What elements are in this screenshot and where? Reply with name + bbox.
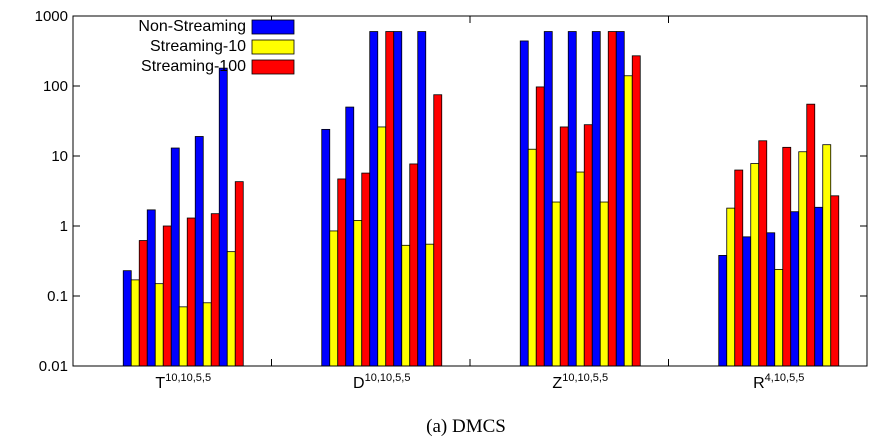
legend: Non-Streaming Streaming-10 Streaming-100 bbox=[138, 18, 295, 75]
bar-r-12 bbox=[814, 206, 824, 367]
x-category-base: R bbox=[753, 375, 765, 392]
bar-z-12 bbox=[615, 31, 625, 367]
y-tick-label: 0.1 bbox=[47, 288, 68, 305]
bar-r-8 bbox=[782, 146, 792, 367]
y-tick-label: 1000 bbox=[35, 8, 68, 25]
bar-z-11 bbox=[607, 31, 617, 367]
legend-label: Non-Streaming bbox=[138, 18, 246, 35]
bar-r-9 bbox=[790, 211, 800, 367]
bar-r-6 bbox=[766, 232, 776, 367]
x-category-label: D10,10,5,5 bbox=[353, 372, 410, 392]
bar-t-10 bbox=[202, 302, 212, 367]
bar-t-2 bbox=[138, 240, 148, 367]
legend-swatch bbox=[251, 19, 295, 35]
bar-t-13 bbox=[226, 251, 236, 367]
bar-r-4 bbox=[750, 163, 760, 367]
bar-t-1 bbox=[130, 279, 140, 367]
bar-r-2 bbox=[734, 169, 744, 367]
bar-r-1 bbox=[726, 207, 736, 367]
bar-r-10 bbox=[798, 151, 808, 367]
bar-d-2 bbox=[337, 178, 347, 367]
chart-caption: (a) DMCS bbox=[426, 416, 506, 437]
bar-z-14 bbox=[631, 55, 641, 367]
bar-r-13 bbox=[822, 144, 832, 367]
bar-r-3 bbox=[742, 236, 752, 367]
x-category-base: Z bbox=[552, 375, 562, 392]
bar-t-14 bbox=[234, 181, 244, 367]
bar-d-8 bbox=[385, 31, 395, 367]
bar-d-1 bbox=[329, 230, 339, 367]
bar-z-9 bbox=[591, 31, 601, 367]
bar-t-7 bbox=[178, 306, 188, 367]
bar-d-9 bbox=[393, 31, 403, 367]
bar-d-4 bbox=[353, 220, 363, 367]
bar-d-13 bbox=[425, 243, 435, 367]
x-category-superscript: 10,10,5,5 bbox=[365, 372, 411, 384]
x-category-superscript: 4,10,5,5 bbox=[765, 372, 805, 384]
x-category-label: Z10,10,5,5 bbox=[552, 372, 608, 392]
y-tick-label: 0.01 bbox=[39, 358, 68, 375]
bar-t-4 bbox=[154, 283, 164, 367]
bar-t-8 bbox=[186, 217, 196, 367]
bar-t-3 bbox=[146, 209, 156, 367]
bar-z-0 bbox=[519, 40, 529, 367]
bar-t-11 bbox=[210, 213, 220, 367]
legend-swatch bbox=[251, 59, 295, 75]
bar-z-10 bbox=[599, 201, 609, 367]
bar-z-3 bbox=[543, 31, 553, 367]
x-category-superscript: 10,10,5,5 bbox=[165, 372, 211, 384]
legend-swatch bbox=[251, 39, 295, 55]
bar-z-5 bbox=[559, 126, 569, 367]
bar-z-7 bbox=[575, 171, 585, 367]
bar-r-0 bbox=[718, 255, 728, 367]
bar-z-4 bbox=[551, 201, 561, 367]
x-category-label: R4,10,5,5 bbox=[753, 372, 804, 392]
bar-t-6 bbox=[170, 147, 180, 367]
bar-d-11 bbox=[409, 163, 419, 367]
legend-label: Streaming-10 bbox=[150, 38, 246, 55]
bar-z-2 bbox=[535, 86, 545, 367]
x-category-superscript: 10,10,5,5 bbox=[562, 372, 608, 384]
bar-d-5 bbox=[361, 172, 371, 367]
bar-d-12 bbox=[417, 31, 427, 367]
bar-d-7 bbox=[377, 126, 387, 367]
x-category-base: D bbox=[353, 375, 365, 392]
x-category-label: T10,10,5,5 bbox=[155, 372, 211, 392]
legend-label: Streaming-100 bbox=[141, 58, 246, 75]
bar-t-0 bbox=[122, 270, 132, 367]
y-tick-label: 10 bbox=[51, 148, 68, 165]
y-tick-label: 100 bbox=[43, 78, 68, 95]
bar-d-10 bbox=[401, 244, 411, 367]
bar-r-7 bbox=[774, 268, 784, 367]
y-tick-label: 1 bbox=[60, 218, 68, 235]
bar-r-5 bbox=[758, 140, 768, 367]
bar-z-1 bbox=[527, 148, 537, 367]
bar-d-0 bbox=[321, 128, 331, 367]
bars-layer bbox=[122, 31, 840, 367]
bar-r-14 bbox=[830, 195, 840, 367]
bar-t-5 bbox=[162, 225, 172, 367]
bar-t-9 bbox=[194, 136, 204, 367]
bar-z-6 bbox=[567, 31, 577, 367]
bar-d-14 bbox=[433, 94, 443, 367]
bar-d-3 bbox=[345, 106, 355, 367]
bar-z-8 bbox=[583, 124, 593, 367]
bar-d-6 bbox=[369, 31, 379, 367]
bar-z-13 bbox=[623, 75, 633, 367]
x-category-base: T bbox=[155, 375, 165, 392]
bar-r-11 bbox=[806, 103, 816, 367]
bar-t-12 bbox=[218, 67, 228, 367]
